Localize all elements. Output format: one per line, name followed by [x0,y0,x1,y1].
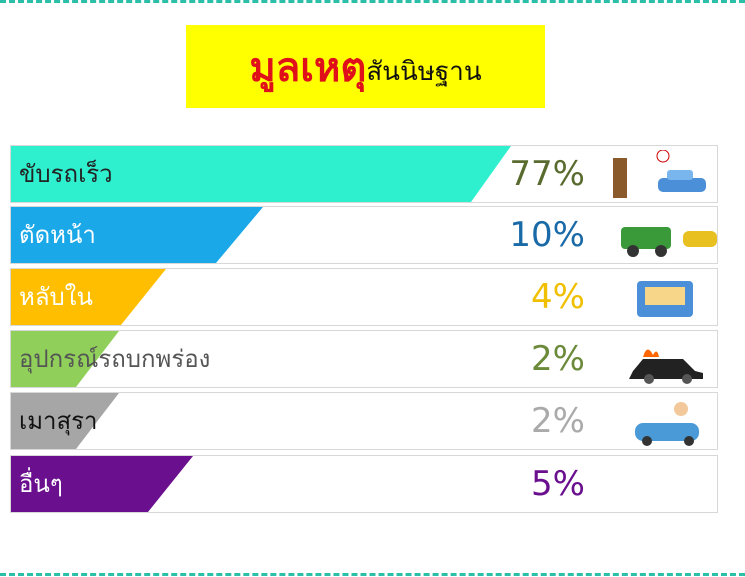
row-value: 4% [531,277,585,317]
row-value: 2% [531,339,585,379]
row-label: หลับใน [19,283,93,311]
row: อื่นๆ 5% [10,455,718,513]
row: ขับรถเร็ว 77% [10,145,718,203]
row-value: 2% [531,401,585,441]
row: หลับใน 4% [10,268,718,326]
row: อุปกรณ์รถบกพร่อง 2% [10,330,718,388]
title-box: มูลเหตุ สันนิษฐาน [186,25,545,108]
title-sub: สันนิษฐาน [366,57,482,87]
border [0,573,745,576]
row-value: 5% [531,464,585,504]
row-label: ขับรถเร็ว [19,160,113,188]
row: เมาสุรา 2% [10,392,718,450]
row-label: เมาสุรา [19,407,98,435]
row-value: 10% [509,215,585,255]
row: ตัดหน้า 10% [10,206,718,264]
border [0,0,745,3]
title-main: มูลเหตุ [249,44,367,91]
row-label: ตัดหน้า [19,221,96,249]
row-value: 77% [509,154,585,194]
row-label: อื่นๆ [19,470,63,498]
row-label: อุปกรณ์รถบกพร่อง [19,345,211,373]
